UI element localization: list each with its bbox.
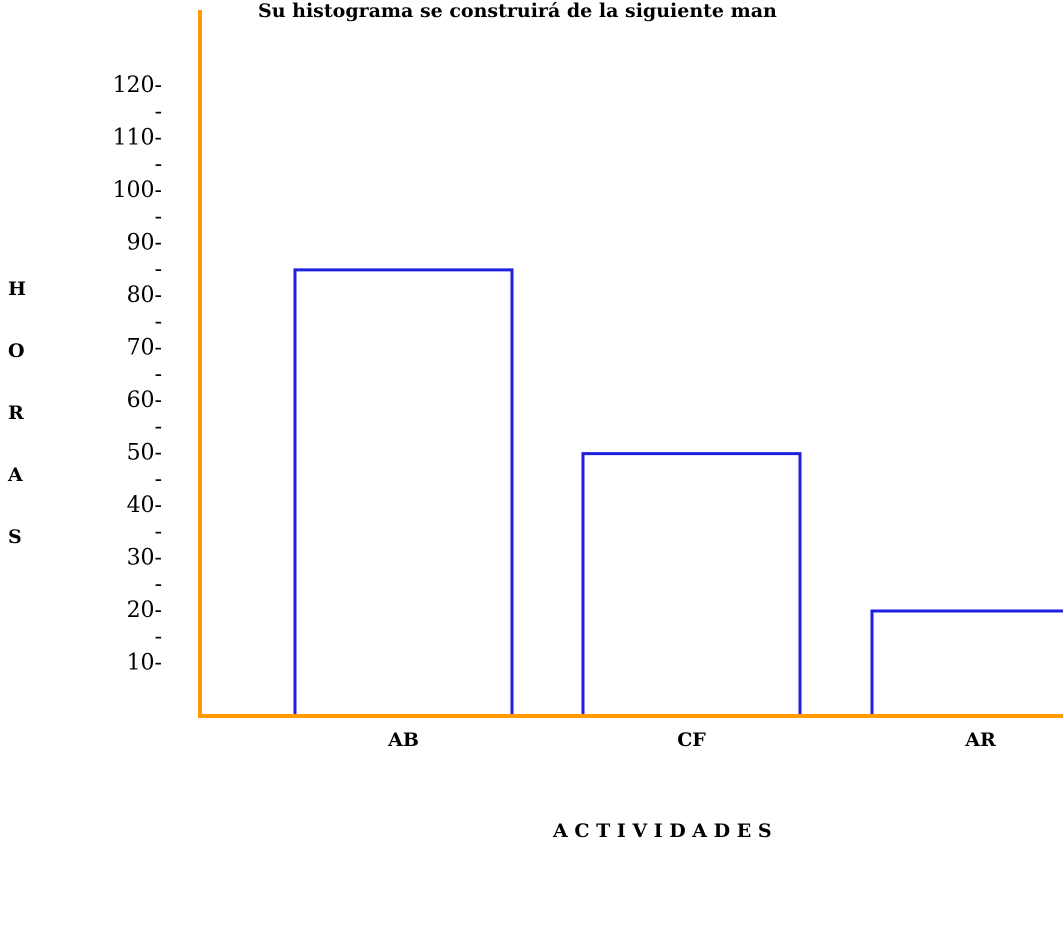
y-tick-label: 120-: [113, 73, 162, 98]
y-tick-label: -: [155, 309, 162, 334]
y-tick-label: -: [155, 624, 162, 649]
y-tick-label: 60-: [127, 388, 162, 413]
y-tick-label: -: [155, 99, 162, 124]
y-axis-label-letter: R: [8, 402, 24, 424]
x-tick-label: AR: [964, 729, 996, 751]
y-axis-label-letter: A: [7, 464, 23, 486]
y-tick-label: 40-: [127, 493, 162, 518]
x-tick-label: CF: [677, 729, 706, 751]
y-tick-label: 70-: [127, 336, 162, 361]
y-tick-label: -: [155, 414, 162, 439]
y-tick-label: -: [155, 467, 162, 492]
y-tick-label: 20-: [127, 598, 162, 623]
y-tick-label: 80-: [127, 283, 162, 308]
y-tick-label: -: [155, 362, 162, 387]
y-tick-label: 50-: [127, 441, 162, 466]
y-axis-label-letter: O: [8, 340, 25, 362]
bar: [293, 268, 514, 716]
y-tick-label: 100-: [113, 178, 162, 203]
y-tick-label: 10-: [127, 651, 162, 676]
y-tick-label: 30-: [127, 546, 162, 571]
y-tick-label: -: [155, 257, 162, 282]
x-axis-label: A C T I V I D A D E S: [552, 820, 772, 842]
y-tick-label: -: [155, 152, 162, 177]
y-tick-label: -: [155, 204, 162, 229]
bar: [581, 452, 802, 716]
y-tick-label: 110-: [113, 126, 162, 151]
y-tick-label: 90-: [127, 231, 162, 256]
y-tick-label: -: [155, 572, 162, 597]
x-tick-label: AB: [387, 729, 419, 751]
chart-title: Su histograma se construirá de la siguie…: [258, 0, 777, 22]
y-axis-label-letter: S: [8, 526, 22, 548]
bar: [870, 609, 1063, 716]
y-axis-label-letter: H: [8, 278, 26, 300]
y-tick-label: -: [155, 519, 162, 544]
